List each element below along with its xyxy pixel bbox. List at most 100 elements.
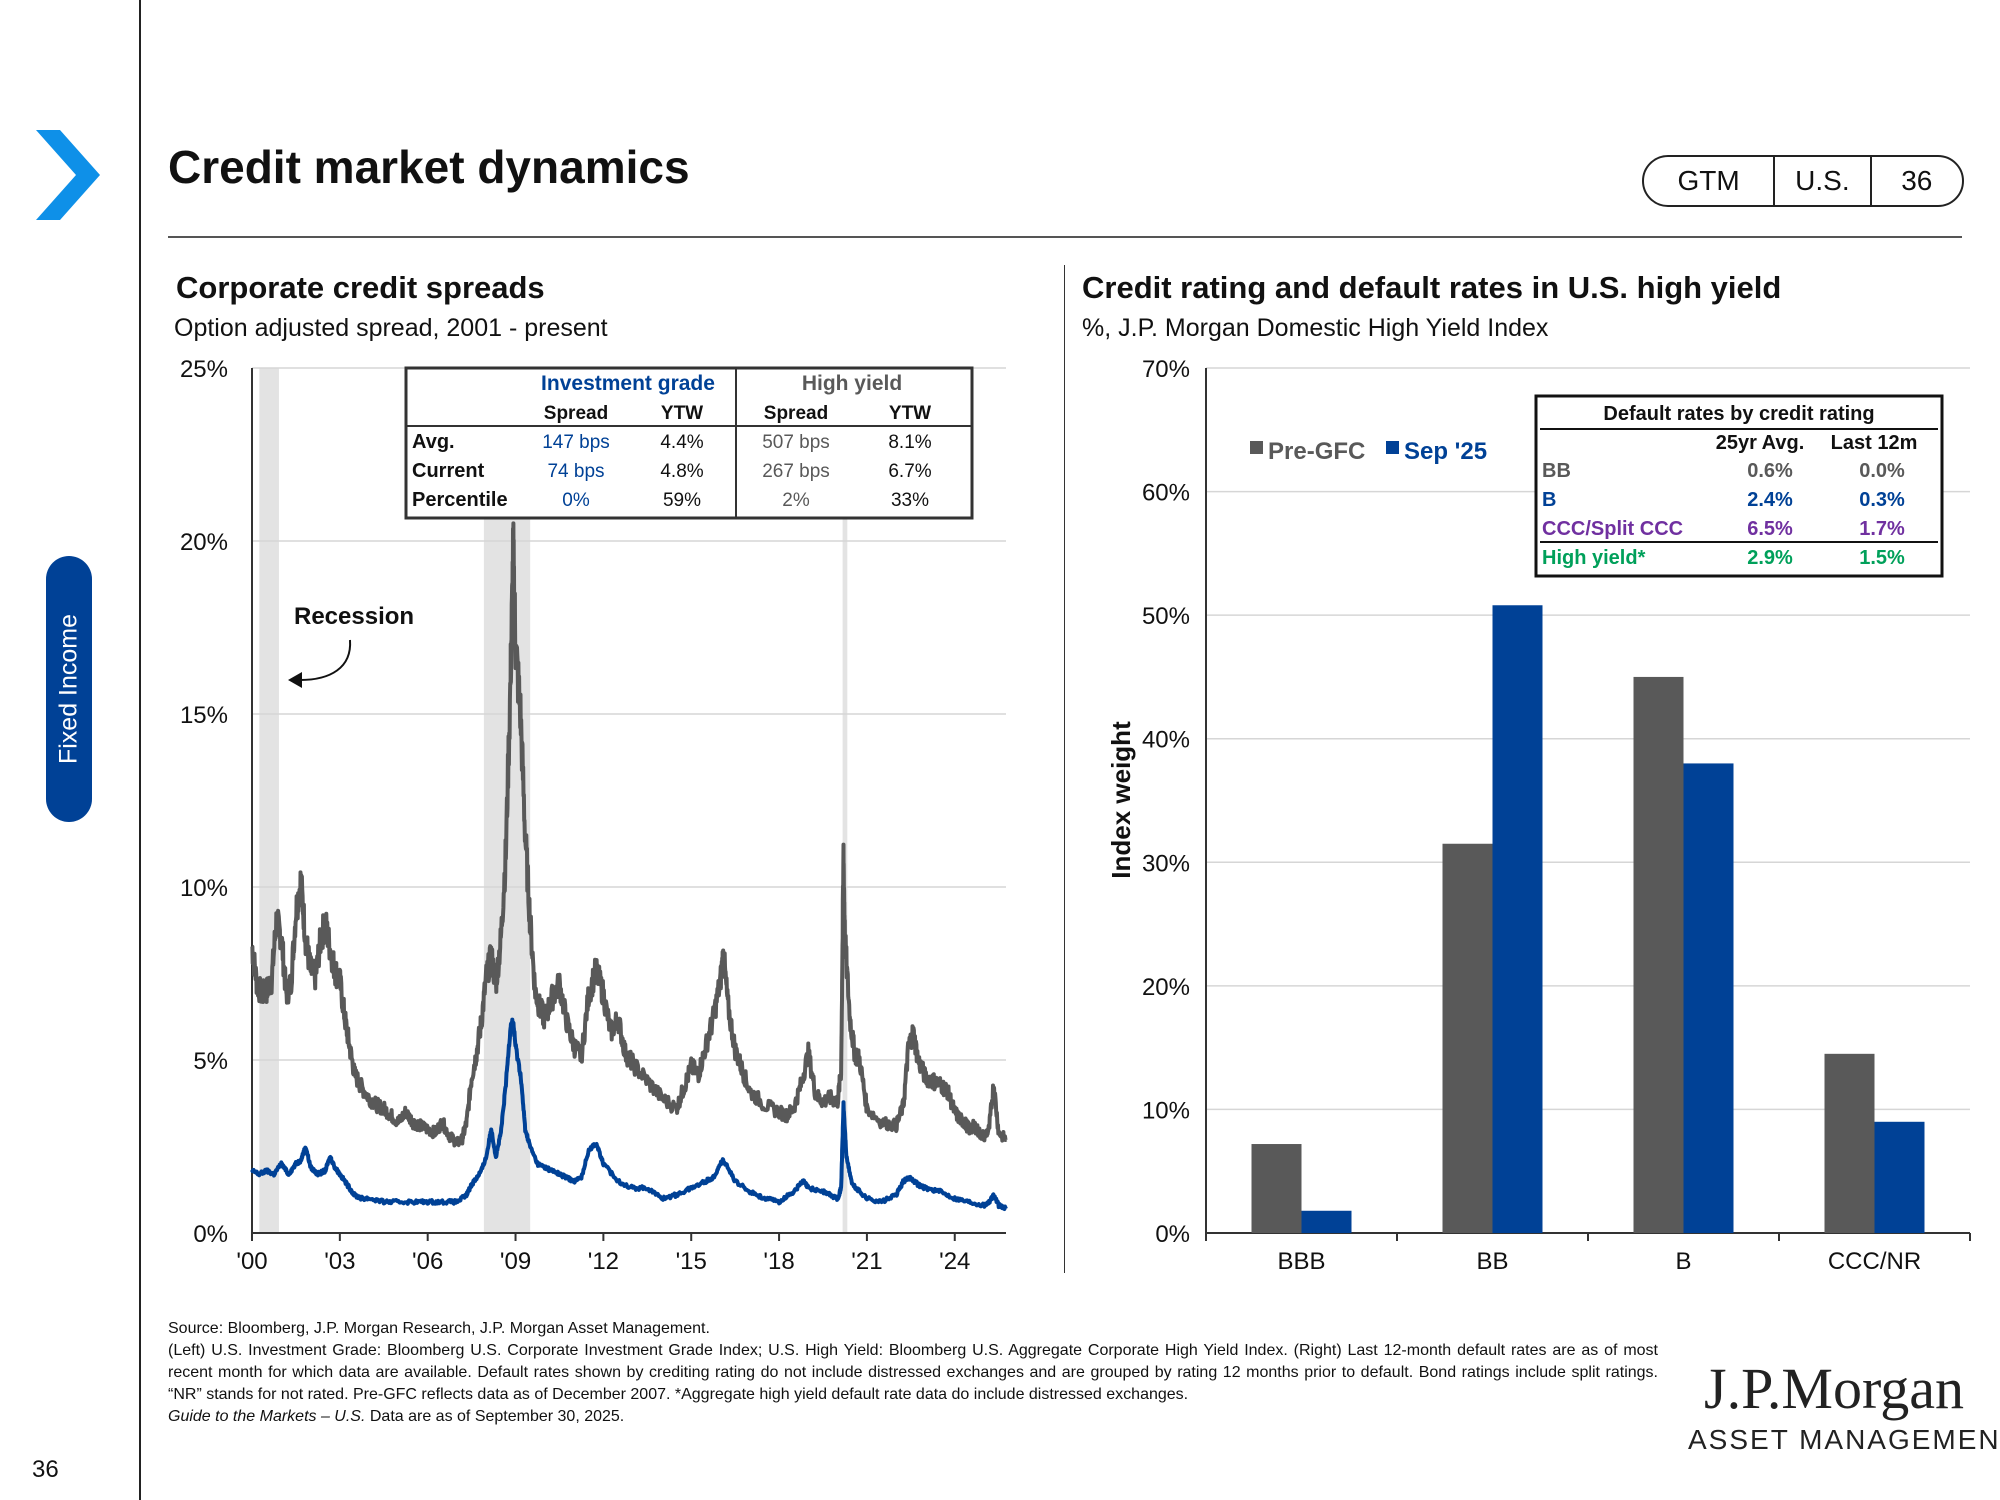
jpmorgan-logo: J.P.Morgan ASSET MANAGEMENT [1688, 1355, 2000, 1456]
footnote-body: (Left) U.S. Investment Grade: Bloomberg … [168, 1342, 1658, 1403]
investment-grade-spread-line [250, 1017, 1008, 1211]
section-tab[interactable]: Fixed Income [46, 556, 92, 822]
avg-cell: 2.4% [1747, 489, 1793, 511]
avg-cell: 2.9% [1747, 547, 1793, 569]
last-12m-cell: 1.7% [1859, 518, 1905, 540]
recession-band [842, 368, 848, 1233]
page-title: Credit market dynamics [168, 141, 690, 193]
x-tick-label: CCC/NR [1828, 1248, 1921, 1275]
footnote: Source: Bloomberg, J.P. Morgan Research,… [168, 1318, 1658, 1428]
table-col-header: Spread [544, 403, 608, 424]
hy-ytw-cell: 33% [891, 490, 929, 511]
recession-band [259, 368, 279, 1233]
last-12m-cell: 0.0% [1859, 460, 1905, 482]
logo-name: J.P.Morgan [1704, 1356, 1964, 1421]
left-margin-rule [139, 0, 141, 1500]
footnote-guide: Guide to the Markets – U.S. Data are as … [168, 1406, 1658, 1428]
avg-cell: 0.6% [1747, 460, 1793, 482]
y-tick-label: 25% [180, 356, 228, 383]
x-tick-label: B [1675, 1248, 1691, 1275]
table-row-label: Avg. [412, 431, 455, 453]
left-chart-subtitle: Option adjusted spread, 2001 - present [174, 314, 608, 342]
bar-b-pre-gfc [1633, 676, 1684, 1233]
hy-spread-cell: 2% [782, 490, 810, 511]
panel-divider [1064, 265, 1065, 1273]
bar-bbb-current [1301, 1210, 1352, 1233]
table-row-label: B [1542, 489, 1556, 511]
x-tick-label: '12 [588, 1248, 619, 1275]
table-col-header: 25yr Avg. [1716, 432, 1805, 454]
spreads-chart: 0% 5% 10% 15% 20% 25% '00 '03 '06 '09 '12 '15 '18 '21… [180, 356, 1008, 1275]
y-tick-label: 20% [180, 529, 228, 556]
x-tick-label: BBB [1277, 1248, 1325, 1275]
tag-page: 36 [1901, 165, 1933, 196]
x-tick-label: '15 [676, 1248, 707, 1275]
last-12m-cell: 1.5% [1859, 547, 1905, 569]
ig-ytw-cell: 59% [663, 490, 701, 511]
tag-gtm: GTM [1677, 165, 1740, 196]
spread-summary-table [404, 366, 974, 520]
hy-ytw-cell: 8.1% [888, 432, 931, 453]
x-tick-label: '06 [412, 1248, 443, 1275]
y-tick-label: 10% [180, 875, 228, 902]
x-tick-label: '09 [500, 1248, 531, 1275]
table-row-label: Current [412, 460, 485, 482]
recession-arrow [299, 639, 352, 681]
default-table-title: Default rates by credit rating [1603, 403, 1874, 425]
y-tick-label: 60% [1142, 480, 1190, 507]
y-tick-label: 0% [193, 1221, 228, 1248]
hy-ytw-cell: 6.7% [888, 461, 931, 482]
y-tick-label: 70% [1142, 356, 1190, 383]
guide-date: Data are as of September 30, 2025. [365, 1408, 625, 1425]
y-tick-label: 5% [193, 1048, 228, 1075]
legend-label: Pre-GFC [1268, 438, 1365, 465]
y-tick-label: 20% [1142, 974, 1190, 1001]
x-tick-label: '21 [851, 1248, 882, 1275]
hy-spread-cell: 507 bps [762, 432, 830, 453]
right-chart-title: Credit rating and default rates in U.S. … [1082, 270, 1782, 305]
y-tick-label: 10% [1142, 1097, 1190, 1124]
legend-label: Sep '25 [1404, 438, 1487, 465]
bar-bb-pre-gfc [1442, 843, 1493, 1233]
bar-bbb-pre-gfc [1251, 1144, 1302, 1233]
bar-cccnr-current [1874, 1121, 1925, 1233]
y-tick-label: 40% [1142, 727, 1190, 754]
table-col-header: Spread [764, 403, 828, 424]
ig-spread-cell: 147 bps [542, 432, 610, 453]
arrow-head-icon [288, 672, 302, 688]
table-col-header: YTW [889, 403, 931, 424]
guide-title: Guide to the Markets – U.S. [168, 1408, 366, 1425]
table-col-header: Last 12m [1831, 432, 1918, 454]
x-tick-label: '18 [763, 1248, 794, 1275]
x-tick-label: '24 [939, 1248, 970, 1275]
x-tick-label: '00 [236, 1248, 267, 1275]
header-divider [168, 236, 1962, 238]
left-chart-title: Corporate credit spreads [176, 270, 545, 305]
table-row-label: BB [1542, 460, 1571, 482]
ig-spread-cell: 74 bps [547, 461, 604, 482]
footnote-source: Source: Bloomberg, J.P. Morgan Research,… [168, 1320, 710, 1337]
table-col-header: YTW [661, 403, 703, 424]
last-12m-cell: 0.3% [1859, 489, 1905, 511]
chevron-right-icon [36, 130, 100, 220]
ig-header: Investment grade [541, 372, 715, 395]
page-number: 36 [32, 1456, 59, 1483]
y-axis-label: Index weight [1106, 721, 1136, 879]
x-tick-label: BB [1476, 1248, 1508, 1275]
y-tick-label: 30% [1142, 850, 1190, 877]
bar-cccnr-pre-gfc [1824, 1053, 1875, 1233]
ig-ytw-cell: 4.8% [660, 461, 703, 482]
right-chart-subtitle: %, J.P. Morgan Domestic High Yield Index [1082, 314, 1549, 342]
tag-region: U.S. [1795, 165, 1850, 196]
legend-swatch [1250, 441, 1263, 454]
table-row-label: Percentile [412, 489, 508, 511]
ig-spread-cell: 0% [562, 490, 590, 511]
ig-ytw-cell: 4.4% [660, 432, 703, 453]
table-row-label: High yield* [1542, 547, 1646, 569]
bar-bb-current [1492, 605, 1543, 1233]
y-tick-label: 0% [1155, 1221, 1190, 1248]
table-row-label: CCC/Split CCC [1542, 518, 1683, 540]
y-tick-label: 15% [180, 702, 228, 729]
hy-spread-cell: 267 bps [762, 461, 830, 482]
